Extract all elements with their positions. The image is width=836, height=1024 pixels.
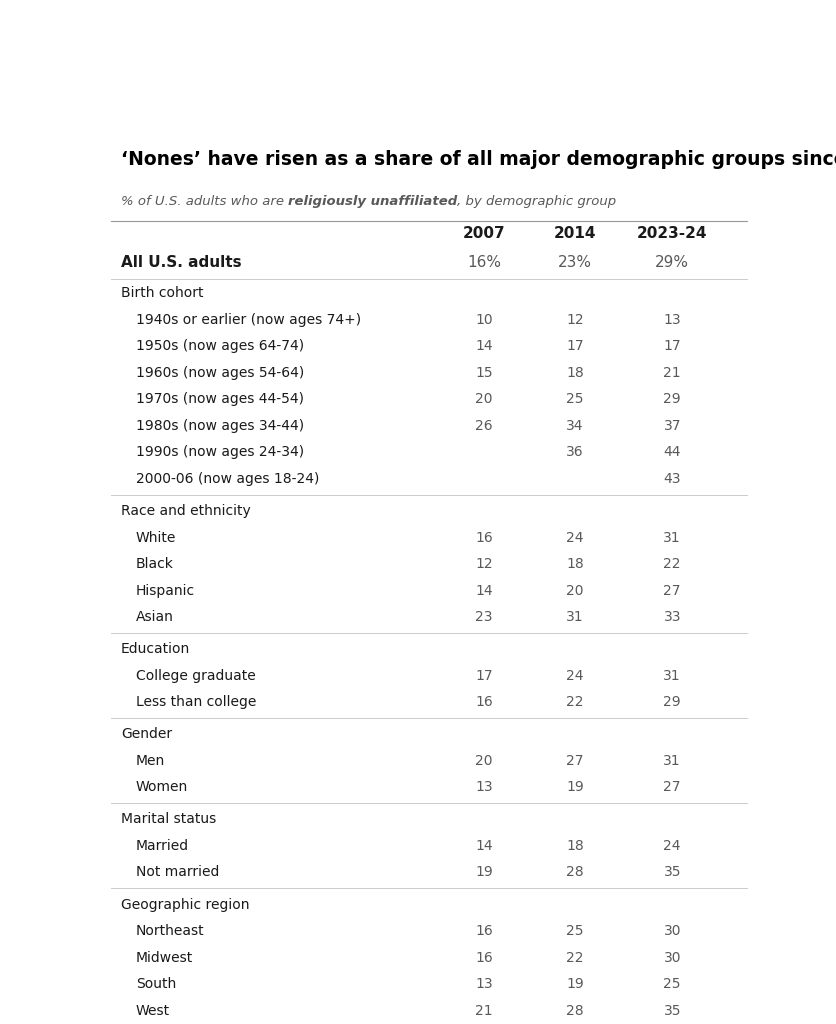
- Text: religiously unaffiliated: religiously unaffiliated: [288, 196, 456, 209]
- Text: Marital status: Marital status: [120, 812, 216, 826]
- Text: 28: 28: [565, 865, 583, 880]
- Text: 29: 29: [663, 392, 681, 407]
- Text: Women: Women: [135, 780, 188, 795]
- Text: Less than college: Less than college: [135, 695, 256, 710]
- Text: 20: 20: [565, 584, 583, 598]
- Text: College graduate: College graduate: [135, 669, 255, 683]
- Text: 33: 33: [663, 610, 681, 624]
- Text: Northeast: Northeast: [135, 924, 204, 938]
- Text: 27: 27: [663, 584, 681, 598]
- Text: Education: Education: [120, 642, 190, 656]
- Text: 13: 13: [475, 780, 492, 795]
- Text: 14: 14: [475, 339, 492, 353]
- Text: 24: 24: [565, 530, 583, 545]
- Text: 17: 17: [663, 339, 681, 353]
- Text: ‘Nones’ have risen as a share of all major demographic groups since 2007: ‘Nones’ have risen as a share of all maj…: [120, 151, 836, 170]
- Text: 25: 25: [565, 924, 583, 938]
- Text: 1940s or earlier (now ages 74+): 1940s or earlier (now ages 74+): [135, 313, 360, 327]
- Text: 19: 19: [565, 780, 583, 795]
- Text: 2007: 2007: [462, 226, 505, 242]
- Text: Not married: Not married: [135, 865, 219, 880]
- Text: 23%: 23%: [558, 255, 591, 270]
- Text: Black: Black: [135, 557, 173, 571]
- Text: 1980s (now ages 34-44): 1980s (now ages 34-44): [135, 419, 303, 433]
- Text: 16: 16: [475, 950, 492, 965]
- Text: West: West: [135, 1004, 170, 1018]
- Text: 19: 19: [565, 977, 583, 991]
- Text: 44: 44: [663, 445, 681, 460]
- Text: Hispanic: Hispanic: [135, 584, 195, 598]
- Text: 22: 22: [565, 950, 583, 965]
- Text: 2014: 2014: [553, 226, 595, 242]
- Text: 26: 26: [475, 419, 492, 433]
- Text: 30: 30: [663, 950, 681, 965]
- Text: 34: 34: [565, 419, 583, 433]
- Text: 29%: 29%: [655, 255, 688, 270]
- Text: 17: 17: [565, 339, 583, 353]
- Text: 16: 16: [475, 924, 492, 938]
- Text: 23: 23: [475, 610, 492, 624]
- Text: , by demographic group: , by demographic group: [456, 196, 616, 209]
- Text: Birth cohort: Birth cohort: [120, 287, 203, 300]
- Text: 2000-06 (now ages 18-24): 2000-06 (now ages 18-24): [135, 472, 319, 485]
- Text: 16: 16: [475, 695, 492, 710]
- Text: 14: 14: [475, 584, 492, 598]
- Text: 29: 29: [663, 695, 681, 710]
- Text: Midwest: Midwest: [135, 950, 193, 965]
- Text: 20: 20: [475, 754, 492, 768]
- Text: White: White: [135, 530, 176, 545]
- Text: 25: 25: [565, 392, 583, 407]
- Text: 22: 22: [663, 557, 681, 571]
- Text: Men: Men: [135, 754, 165, 768]
- Text: 17: 17: [475, 669, 492, 683]
- Text: 16: 16: [475, 530, 492, 545]
- Text: 22: 22: [565, 695, 583, 710]
- Text: 15: 15: [475, 366, 492, 380]
- Text: 12: 12: [565, 313, 583, 327]
- Text: 36: 36: [565, 445, 583, 460]
- Text: 19: 19: [475, 865, 492, 880]
- Text: 1950s (now ages 64-74): 1950s (now ages 64-74): [135, 339, 303, 353]
- Text: 18: 18: [565, 839, 583, 853]
- Text: 14: 14: [475, 839, 492, 853]
- Text: 18: 18: [565, 366, 583, 380]
- Text: 16%: 16%: [466, 255, 501, 270]
- Text: 18: 18: [565, 557, 583, 571]
- Text: 24: 24: [663, 839, 681, 853]
- Text: 1970s (now ages 44-54): 1970s (now ages 44-54): [135, 392, 303, 407]
- Text: 12: 12: [475, 557, 492, 571]
- Text: 31: 31: [565, 610, 583, 624]
- Text: 13: 13: [663, 313, 681, 327]
- Text: % of U.S. adults who are: % of U.S. adults who are: [120, 196, 288, 209]
- Text: 31: 31: [663, 530, 681, 545]
- Text: 30: 30: [663, 924, 681, 938]
- Text: 20: 20: [475, 392, 492, 407]
- Text: Asian: Asian: [135, 610, 173, 624]
- Text: 13: 13: [475, 977, 492, 991]
- Text: 21: 21: [663, 366, 681, 380]
- Text: Geographic region: Geographic region: [120, 898, 249, 911]
- Text: South: South: [135, 977, 176, 991]
- Text: 35: 35: [663, 865, 681, 880]
- Text: 24: 24: [565, 669, 583, 683]
- Text: 25: 25: [663, 977, 681, 991]
- Text: 27: 27: [565, 754, 583, 768]
- Text: 10: 10: [475, 313, 492, 327]
- Text: Race and ethnicity: Race and ethnicity: [120, 504, 250, 518]
- Text: 43: 43: [663, 472, 681, 485]
- Text: 2023-24: 2023-24: [636, 226, 706, 242]
- Text: 1990s (now ages 24-34): 1990s (now ages 24-34): [135, 445, 303, 460]
- Text: 31: 31: [663, 754, 681, 768]
- Text: 27: 27: [663, 780, 681, 795]
- Text: 28: 28: [565, 1004, 583, 1018]
- Text: 37: 37: [663, 419, 681, 433]
- Text: All U.S. adults: All U.S. adults: [120, 255, 241, 270]
- Text: Married: Married: [135, 839, 189, 853]
- Text: 1960s (now ages 54-64): 1960s (now ages 54-64): [135, 366, 303, 380]
- Text: 31: 31: [663, 669, 681, 683]
- Text: 21: 21: [475, 1004, 492, 1018]
- Text: 35: 35: [663, 1004, 681, 1018]
- Text: Gender: Gender: [120, 727, 171, 741]
